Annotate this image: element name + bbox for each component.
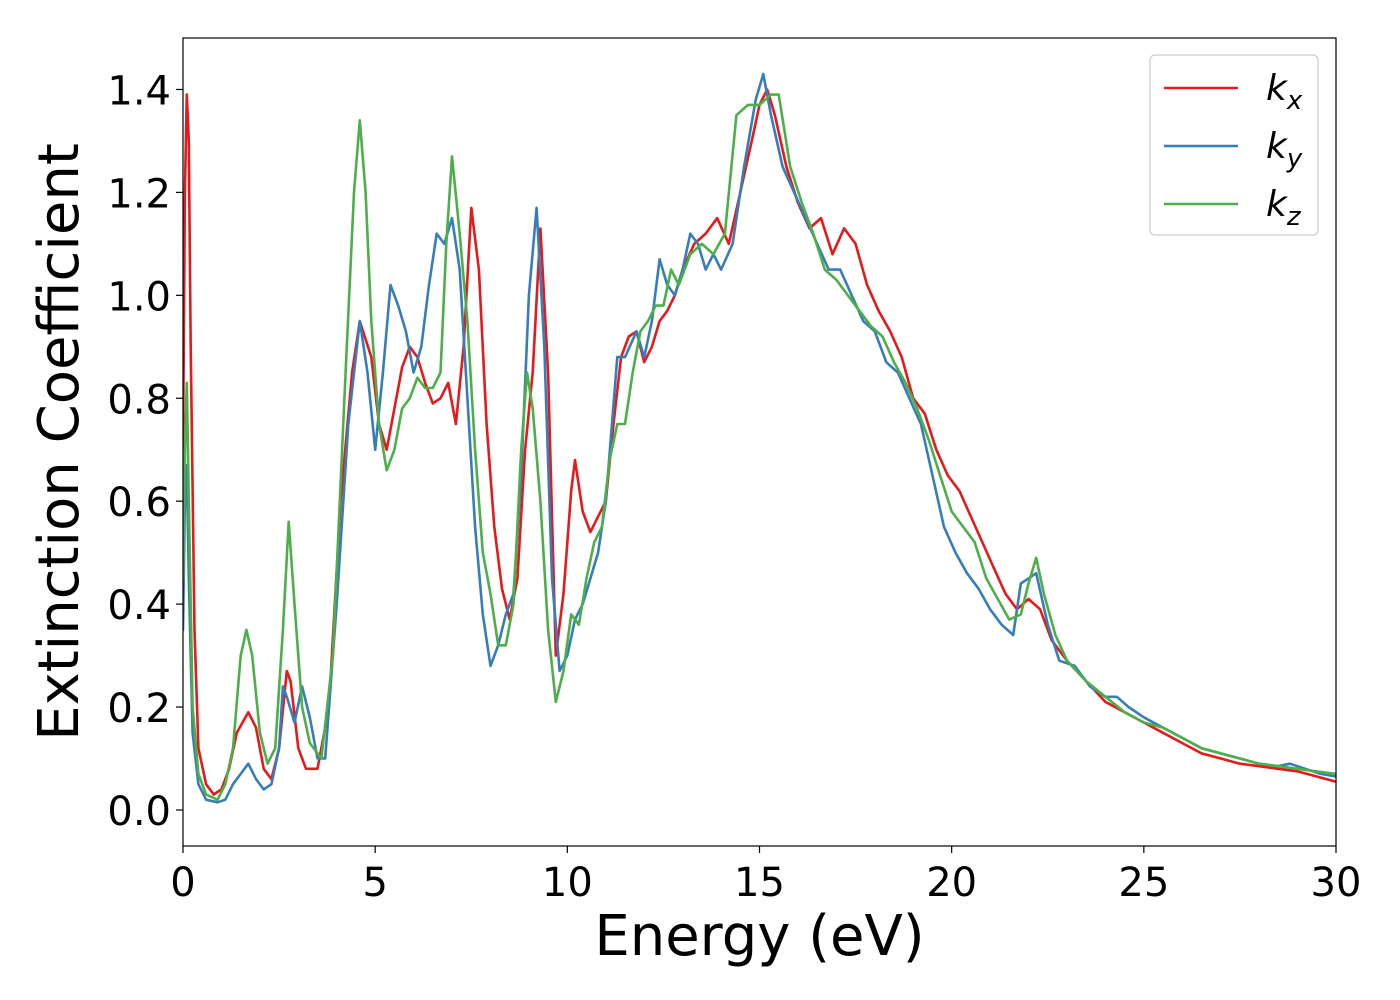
- legend-label-y: ky: [1266, 126, 1303, 174]
- y-tick-label: 0.2: [107, 686, 171, 732]
- y-tick-label: 0.4: [107, 583, 171, 629]
- y-axis-label: Extinction Coefficient: [27, 143, 92, 741]
- x-axis-label: Energy (eV): [594, 904, 924, 969]
- series-layer: [183, 72, 1336, 804]
- legend-label-x: kx: [1266, 68, 1303, 116]
- x-tick-label: 5: [362, 860, 387, 906]
- legend-label-z: kz: [1266, 184, 1302, 232]
- legend: kx ky kz: [1149, 54, 1319, 236]
- series-line-z: [183, 93, 1336, 801]
- y-tick-label: 1.0: [107, 274, 171, 320]
- x-tick-label: 10: [542, 860, 593, 906]
- x-axis: 0 5 10 15 20 25 30: [170, 846, 1361, 906]
- x-tick-label: 0: [170, 860, 195, 906]
- x-tick-label: 20: [926, 860, 977, 906]
- y-axis: 0.0 0.2 0.4 0.6 0.8 1.0 1.2 1.4: [107, 68, 183, 835]
- y-tick-label: 0.6: [107, 480, 171, 526]
- x-tick-label: 30: [1311, 860, 1362, 906]
- y-tick-label: 1.4: [107, 68, 171, 114]
- y-tick-label: 0.0: [107, 789, 171, 835]
- x-tick-label: 25: [1118, 860, 1169, 906]
- x-tick-label: 15: [734, 860, 785, 906]
- y-tick-label: 1.2: [107, 171, 171, 217]
- y-tick-label: 0.8: [107, 377, 171, 423]
